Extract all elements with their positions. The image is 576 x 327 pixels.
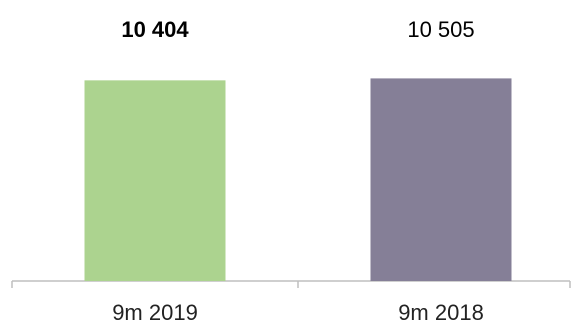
bar-9m-2018 <box>370 78 512 282</box>
bar-value-label: 10 404 <box>121 17 189 42</box>
category-label: 9m 2019 <box>112 300 198 325</box>
bar-9m-2019 <box>84 80 226 281</box>
bar-value-label: 10 505 <box>407 17 474 42</box>
category-label: 9m 2018 <box>398 300 484 325</box>
